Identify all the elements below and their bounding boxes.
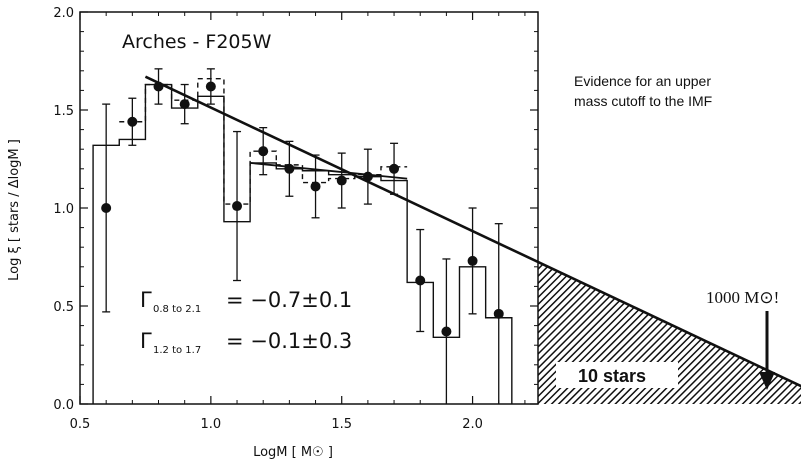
chart-title: Arches - F205W (122, 31, 272, 53)
fit1-gamma: Γ (140, 288, 152, 312)
stars-label: 10 stars (578, 366, 646, 386)
fit-lines (144, 75, 801, 388)
data-point (101, 203, 112, 213)
y-tick-label-0.5: 0.5 (53, 300, 74, 315)
axes: 0.5 1.0 1.5 2.0 0.0 0.5 1.0 1.5 2.0 (53, 6, 538, 432)
fit1-range: 0.8 to 2.1 (153, 304, 201, 315)
y-axis-label: Log ξ [ stars / ΔlogM ] (7, 139, 22, 281)
y-tick-label-1.0: 1.0 (53, 202, 74, 217)
x-tick-label-2.0: 2.0 (462, 417, 483, 432)
data-point (336, 175, 347, 186)
data-point (441, 326, 452, 337)
data-point (179, 99, 190, 110)
data-point (127, 116, 138, 127)
y-tick-label-1.5: 1.5 (53, 104, 74, 119)
data-point (258, 146, 269, 157)
evidence-text-line2: mass cutoff to the IMF (574, 93, 712, 109)
histogram-solid (92, 83, 513, 404)
data-point (310, 181, 321, 192)
x-tick-label-1.0: 1.0 (201, 417, 222, 432)
fit-line-2 (250, 162, 408, 180)
evidence-text-line1: Evidence for an upper (574, 73, 711, 89)
x-tick-label-0.5: 0.5 (70, 417, 91, 432)
data-point (389, 163, 400, 174)
data-point (205, 81, 216, 92)
fit-line-1 (144, 75, 801, 388)
data-point (415, 275, 426, 286)
y-tick-label-0.0: 0.0 (53, 398, 74, 413)
data-point (467, 255, 478, 266)
stars-label-box (556, 362, 678, 388)
fit1-value: = −0.7±0.1 (226, 288, 352, 312)
data-point (284, 163, 295, 174)
mass-label: 1000 M⊙! (706, 288, 779, 307)
x-axis-label: LogM [ M☉ ] (253, 445, 333, 460)
fit2-gamma: Γ (140, 329, 152, 353)
data-point (232, 201, 243, 212)
data-point (493, 308, 504, 319)
fit2-value: = −0.1±0.3 (226, 329, 352, 353)
y-tick-label-2.0: 2.0 (53, 6, 74, 21)
fit2-range: 1.2 to 1.7 (153, 345, 201, 356)
mass-arrow-head (759, 372, 775, 390)
x-tick-label-1.5: 1.5 (331, 417, 352, 432)
